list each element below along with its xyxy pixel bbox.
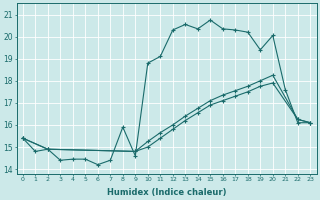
X-axis label: Humidex (Indice chaleur): Humidex (Indice chaleur) xyxy=(107,188,226,197)
